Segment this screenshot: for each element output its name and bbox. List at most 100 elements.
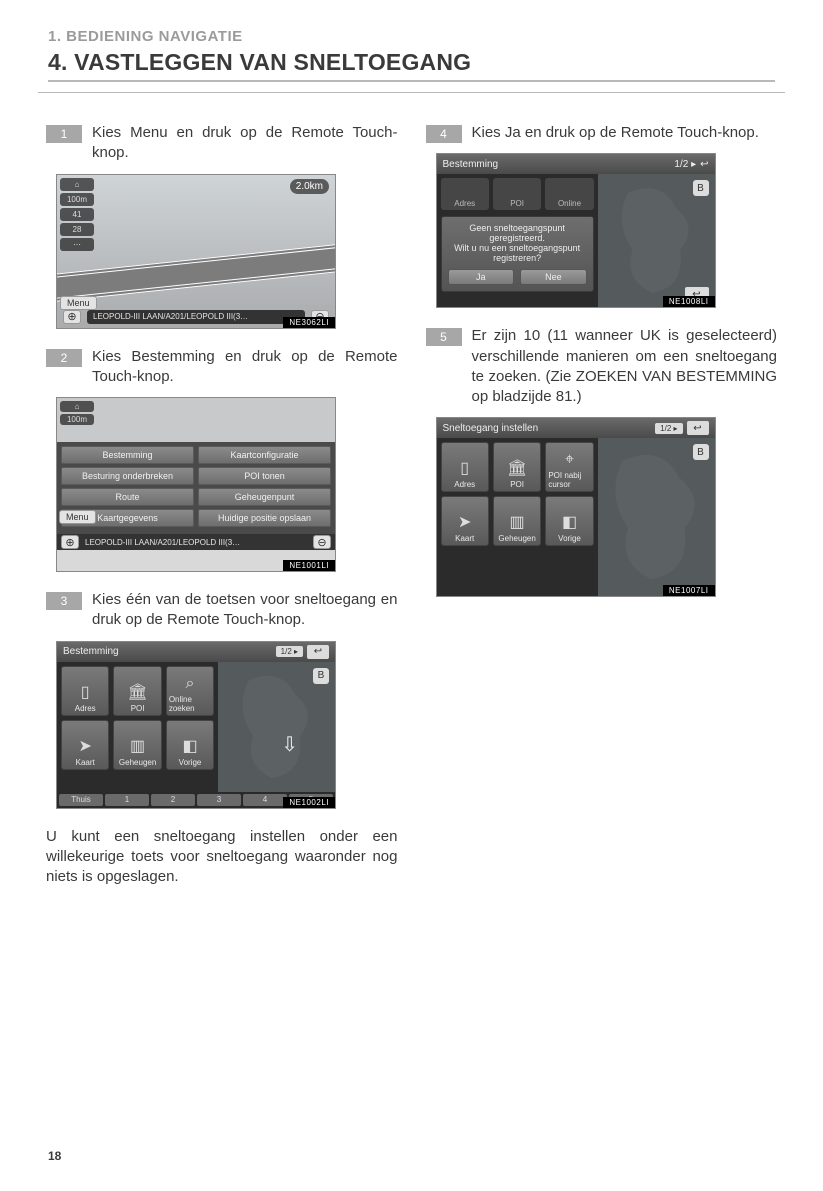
search-icon: ⌕ — [186, 675, 195, 693]
map-icon: ➤ — [79, 736, 92, 756]
step: 5 Er zijn 10 (11 wanneer UK is geselecte… — [426, 326, 778, 407]
step: 1 Kies Menu en druk op de Remote Touch-k… — [46, 123, 398, 164]
step-text: Kies Ja en druk op de Remote Touch-knop. — [472, 123, 778, 143]
quick-slot-thuis[interactable]: Thuis — [59, 794, 103, 806]
map-side-icon: ⌂ — [60, 401, 94, 412]
section-heading: 4. VASTLEGGEN VAN SNELTOEGANG — [48, 49, 775, 82]
screenshot-bestemming: Bestemming 1/2 ▸ ↩ ▯Adres 🏛POI ⌕Online z… — [56, 641, 336, 809]
step-number-badge: 3 — [46, 592, 82, 610]
tile-vorige[interactable]: ◧Vorige — [545, 496, 593, 546]
map-side-icon: 100m — [60, 193, 94, 206]
step: 3 Kies één van de toetsen voor sneltoega… — [46, 590, 398, 631]
screenshot-id: NE3062LI — [283, 317, 335, 328]
poi-icon: 🏛 — [127, 682, 147, 702]
crosshair-icon: ⌖ — [565, 451, 574, 469]
menu-button[interactable]: Menu — [60, 296, 97, 310]
poi-icon: 🏛 — [507, 458, 527, 478]
step-number-badge: 2 — [46, 349, 82, 367]
tile-disabled: Online — [545, 178, 593, 210]
map-side-icon: ⌂ — [60, 178, 94, 191]
menu-item[interactable]: Huidige positie opslaan — [198, 509, 331, 527]
screen-title: Sneltoegang instellen — [443, 423, 539, 434]
pager[interactable]: 1/2 ▸ — [655, 423, 682, 434]
tile-vorige[interactable]: ◧Vorige — [166, 720, 214, 770]
tile-poi[interactable]: 🏛POI — [113, 666, 161, 716]
step-number-badge: 1 — [46, 125, 82, 143]
tile-adres[interactable]: ▯Adres — [61, 666, 109, 716]
screenshot-map: ⌂ 100m 41 28 ⋯ 2.0km Menu ⊕ LEOPOLD-III … — [56, 174, 336, 329]
no-button[interactable]: Nee — [520, 269, 587, 285]
region-badge: B — [313, 668, 329, 684]
quick-slot[interactable]: 1 — [105, 794, 149, 806]
region-badge: B — [693, 444, 709, 460]
map-location-bar: LEOPOLD-III LAAN/A201/LEOPOLD III(3… — [87, 310, 305, 324]
screen-title: Bestemming — [443, 159, 499, 170]
menu-item[interactable]: POI tonen — [198, 467, 331, 485]
step: 4 Kies Ja en druk op de Remote Touch-kno… — [426, 123, 778, 143]
quick-slot[interactable]: 2 — [151, 794, 195, 806]
memory-icon: ▥ — [130, 736, 145, 756]
map-side-icon: 41 — [60, 208, 94, 221]
region-badge: B — [693, 180, 709, 196]
tile-kaart[interactable]: ➤Kaart — [441, 496, 489, 546]
chapter-heading: 1. BEDIENING NAVIGATIE — [48, 28, 775, 45]
step-number-badge: 4 — [426, 125, 462, 143]
previous-icon: ◧ — [562, 512, 577, 532]
screenshot-id: NE1001LI — [283, 560, 335, 571]
page-number: 18 — [48, 1149, 61, 1163]
back-button[interactable]: ↩ — [307, 645, 329, 659]
tile-geheugen[interactable]: ▥Geheugen — [113, 720, 161, 770]
menu-item[interactable]: Route — [61, 488, 194, 506]
screen-title: Bestemming — [63, 646, 119, 657]
tile-poi-cursor[interactable]: ⌖POI nabij cursor — [545, 442, 593, 492]
map-side-icon: ⋯ — [60, 238, 94, 251]
map-icon: ➤ — [458, 512, 471, 532]
menu-button[interactable]: Menu — [59, 510, 96, 524]
zoom-in-button[interactable]: ⊕ — [61, 535, 79, 549]
map-side-icon: 28 — [60, 223, 94, 236]
menu-item[interactable]: Geheugenpunt — [198, 488, 331, 506]
confirmation-dialog: Geen sneltoegangspunt geregistreerd. Wil… — [441, 216, 594, 292]
menu-item[interactable]: Kaartconfiguratie — [198, 446, 331, 464]
back-button[interactable]: ↩ — [700, 159, 708, 170]
pointer-arrow-icon: ⇩ — [281, 732, 298, 757]
previous-icon: ◧ — [182, 736, 197, 756]
quick-slot[interactable]: 3 — [197, 794, 241, 806]
dialog-line: Wilt u nu een sneltoegangspunt registrer… — [448, 243, 587, 263]
dialog-line: Geen sneltoegangspunt geregistreerd. — [448, 223, 587, 243]
pager[interactable]: 1/2 ▸ — [674, 159, 696, 170]
map-distance: 2.0km — [290, 179, 329, 194]
menu-item[interactable]: Besturing onderbreken — [61, 467, 194, 485]
tile-kaart[interactable]: ➤Kaart — [61, 720, 109, 770]
back-button[interactable]: ↩ — [687, 421, 709, 435]
quick-slot[interactable]: 4 — [243, 794, 287, 806]
screenshot-menu: ⌂ 100m BestemmingKaartconfiguratie Bestu… — [56, 397, 336, 572]
tile-geheugen[interactable]: ▥Geheugen — [493, 496, 541, 546]
screenshot-sneltoegang: Sneltoegang instellen 1/2 ▸ ↩ ▯Adres 🏛PO… — [436, 417, 716, 597]
zoom-out-button[interactable]: ⊖ — [313, 535, 331, 549]
menu-item-bestemming[interactable]: Bestemming — [61, 446, 194, 464]
tile-adres[interactable]: ▯Adres — [441, 442, 489, 492]
step-number-badge: 5 — [426, 328, 462, 346]
address-icon: ▯ — [81, 682, 90, 702]
step-text: Er zijn 10 (11 wanneer UK is geselecteer… — [472, 326, 778, 407]
step: 2 Kies Bestemming en druk op de Remote T… — [46, 347, 398, 388]
body-paragraph: U kunt een sneltoegang instellen onder e… — [46, 827, 398, 888]
tile-poi[interactable]: 🏛POI — [493, 442, 541, 492]
tile-online-zoeken[interactable]: ⌕Online zoeken — [166, 666, 214, 716]
step-text: Kies Bestemming en druk op de Remote Tou… — [92, 347, 398, 388]
yes-button[interactable]: Ja — [448, 269, 515, 285]
tile-disabled: POI — [493, 178, 541, 210]
memory-icon: ▥ — [510, 512, 525, 532]
zoom-in-button[interactable]: ⊕ — [63, 310, 81, 324]
map-side-icon: 100m — [60, 414, 94, 425]
address-icon: ▯ — [460, 458, 469, 478]
screenshot-id: NE1008LI — [663, 296, 715, 307]
tile-disabled: Adres — [441, 178, 489, 210]
pager[interactable]: 1/2 ▸ — [276, 646, 303, 657]
map-location-bar: LEOPOLD-III LAAN/A201/LEOPOLD III(3… ⊕ ⊖ — [57, 534, 335, 550]
screenshot-dialog: Bestemming 1/2 ▸ ↩ Adres POI — [436, 153, 716, 308]
screenshot-id: NE1002LI — [283, 797, 335, 808]
screenshot-id: NE1007LI — [663, 585, 715, 596]
step-text: Kies één van de toetsen voor sneltoegang… — [92, 590, 398, 631]
